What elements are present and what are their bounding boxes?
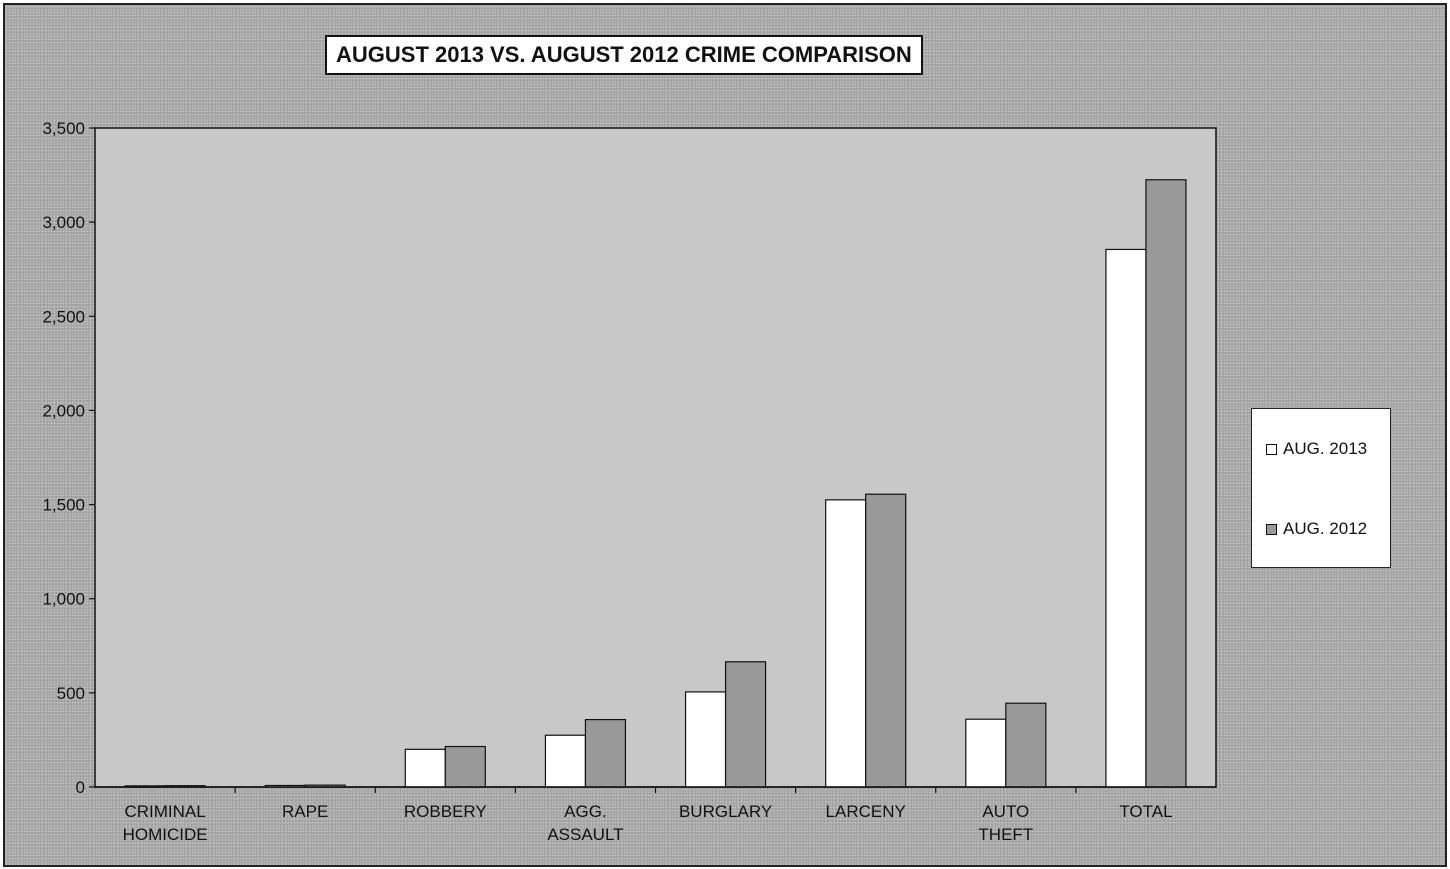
legend-swatch-aug-2013 — [1266, 443, 1277, 455]
bar-aug-2013 — [1105, 248, 1147, 788]
x-tick-label: HOMICIDE — [123, 825, 208, 844]
x-tick-label: TOTAL — [1119, 802, 1172, 821]
legend: AUG. 2013 AUG. 2012 — [1251, 408, 1391, 568]
y-tick-label: 1,000 — [42, 590, 85, 609]
bar-aug-2013 — [965, 718, 1007, 788]
chart-title: AUGUST 2013 VS. AUGUST 2012 CRIME COMPAR… — [325, 35, 923, 75]
x-tick-label: THEFT — [978, 825, 1033, 844]
legend-entry-aug-2013: AUG. 2013 — [1266, 439, 1367, 459]
x-tick-label: RAPE — [282, 802, 328, 821]
bar-aug-2012 — [444, 745, 486, 788]
y-tick-label: 3,000 — [42, 213, 85, 232]
legend-label-aug-2012: AUG. 2012 — [1283, 519, 1368, 538]
bar-aug-2012 — [865, 493, 907, 788]
plot-background — [94, 127, 1217, 788]
y-tick-label: 1,500 — [42, 496, 85, 515]
bar-aug-2012 — [724, 661, 767, 788]
bar-aug-2013 — [404, 748, 446, 788]
bar-aug-2013 — [544, 734, 587, 788]
x-tick-label: LARCENY — [826, 802, 906, 821]
x-tick-label: AGG. — [564, 802, 607, 821]
x-tick-label: ROBBERY — [404, 802, 487, 821]
legend-entry-aug-2012: AUG. 2012 — [1266, 519, 1367, 539]
y-tick-label: 2,000 — [42, 401, 85, 420]
legend-label-aug-2013: AUG. 2013 — [1283, 439, 1368, 458]
bar-aug-2012 — [584, 718, 627, 788]
bar-aug-2012 — [1005, 702, 1047, 788]
legend-swatch-aug-2012 — [1266, 523, 1277, 535]
bar-aug-2012 — [1145, 179, 1187, 788]
x-tick-label: BURGLARY — [679, 802, 772, 821]
x-tick-label: ASSAULT — [547, 825, 623, 844]
y-tick-label: 2,500 — [42, 307, 85, 326]
bar-aug-2013 — [684, 691, 727, 788]
y-tick-label: 0 — [76, 778, 85, 797]
x-tick-label: AUTO — [982, 802, 1029, 821]
x-tick-label: CRIMINAL — [124, 802, 205, 821]
bar-aug-2013 — [825, 499, 867, 788]
y-tick-label: 3,500 — [42, 119, 85, 138]
y-tick-label: 500 — [57, 684, 85, 703]
